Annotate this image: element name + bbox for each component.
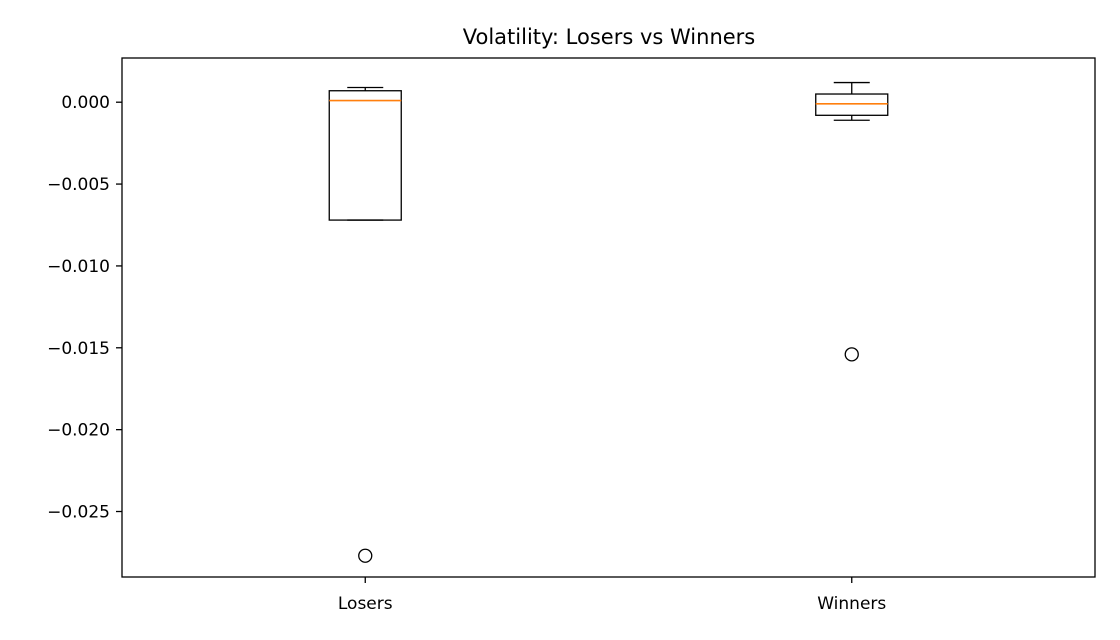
y-tick-label: −0.005 [47,175,110,195]
y-tick-label: 0.000 [61,93,110,113]
x-tick-label: Winners [817,594,886,614]
axes-frame [121,57,1096,578]
y-tick-label: −0.015 [47,339,110,359]
y-tick-label: −0.010 [47,257,110,277]
x-tick-label: Losers [338,594,393,614]
iqr-box [328,90,402,221]
y-tick-label: −0.025 [47,503,110,523]
plot-area: 0.000 −0.005 −0.010 −0.015 −0.020 −0.025 Loser… [47,81,889,614]
outlier-point [844,347,859,362]
y-tick-label: −0.020 [47,421,110,441]
iqr-box [815,93,889,116]
outlier-point [358,548,373,563]
chart-title: Volatility: Losers vs Winners [463,25,756,49]
